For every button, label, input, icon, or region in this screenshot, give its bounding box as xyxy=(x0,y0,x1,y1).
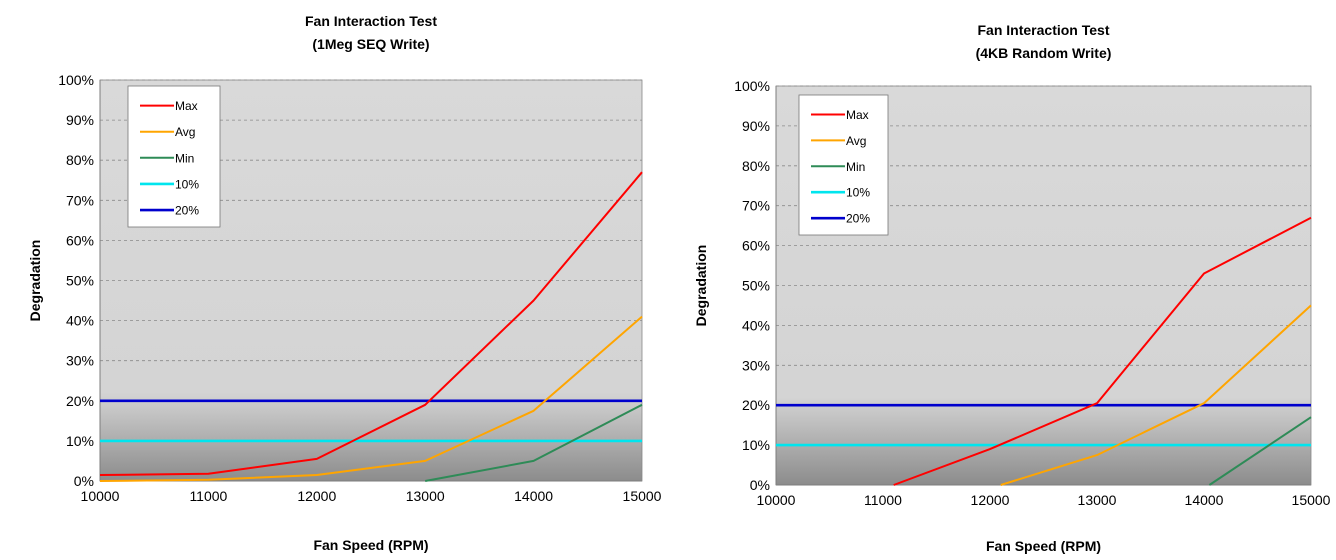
legend-label-max: Max xyxy=(846,108,869,122)
y-tick-label: 100% xyxy=(58,72,94,88)
y-tick-label: 0% xyxy=(750,477,770,493)
x-tick-label: 13000 xyxy=(1078,492,1117,508)
y-tick-label: 10% xyxy=(66,433,94,449)
series-line-avg xyxy=(1000,304,1312,486)
y-tick-label: 50% xyxy=(66,273,94,289)
y-axis-title: Degradation xyxy=(27,240,43,322)
series-line-max xyxy=(893,216,1312,486)
legend-label-avg: Avg xyxy=(846,134,866,148)
x-tick-label: 15000 xyxy=(1292,492,1331,508)
x-axis-title: Fan Speed (RPM) xyxy=(986,538,1101,554)
y-tick-label: 30% xyxy=(742,357,770,373)
chart-subtitle: (4KB Random Write) xyxy=(976,45,1112,61)
legend-label-10pct: 10% xyxy=(846,186,870,200)
legend-box xyxy=(127,85,221,228)
y-tick-label: 60% xyxy=(742,238,770,254)
y-tick-label: 90% xyxy=(742,118,770,134)
y-tick-label: 60% xyxy=(66,232,94,248)
x-tick-label: 12000 xyxy=(971,492,1010,508)
y-tick-label: 20% xyxy=(742,397,770,413)
plot-border xyxy=(775,85,1312,486)
x-tick-label: 15000 xyxy=(623,488,662,504)
series-line-min xyxy=(425,403,643,482)
x-axis-title: Fan Speed (RPM) xyxy=(313,537,428,553)
y-tick-label: 80% xyxy=(66,152,94,168)
x-tick-label: 12000 xyxy=(297,488,336,504)
legend-label-max: Max xyxy=(175,99,198,113)
legend-label-20pct: 20% xyxy=(175,204,199,218)
y-tick-label: 90% xyxy=(66,112,94,128)
chart-title: Fan Interaction Test xyxy=(978,22,1110,38)
x-tick-label: 14000 xyxy=(1185,492,1224,508)
legend-label-min: Min xyxy=(846,160,865,174)
x-tick-label: 14000 xyxy=(514,488,553,504)
chart-title: Fan Interaction Test xyxy=(305,13,437,29)
x-tick-label: 10000 xyxy=(81,488,120,504)
y-tick-label: 80% xyxy=(742,158,770,174)
chart-1m-seq-write: 0% 10% 20% 30% 40% 50% 60% 70% 80% 90% 100% 10000 11… xyxy=(0,0,668,555)
y-tick-label: 40% xyxy=(742,317,770,333)
x-tick-label: 11000 xyxy=(864,492,902,508)
legend-label-10pct: 10% xyxy=(175,177,199,191)
y-tick-label: 10% xyxy=(742,437,770,453)
series-line-max xyxy=(99,171,643,476)
y-tick-label: 40% xyxy=(66,313,94,329)
y-tick-label: 0% xyxy=(74,473,94,489)
y-tick-label: 70% xyxy=(742,198,770,214)
chart-4kb-random-write: 0% 10% 20% 30% 40% 50% 60% 70% 80% 90% 100% 10000 11… xyxy=(668,0,1336,555)
legend-label-20pct: 20% xyxy=(846,212,870,226)
chart-subtitle: (1Meg SEQ Write) xyxy=(312,36,429,52)
plot-border xyxy=(99,79,643,482)
y-axis-title: Degradation xyxy=(693,245,709,327)
y-tick-label: 20% xyxy=(66,393,94,409)
series-line-min xyxy=(1208,416,1312,486)
legend-box xyxy=(798,94,889,236)
x-tick-label: 10000 xyxy=(757,492,796,508)
x-tick-label: 11000 xyxy=(189,488,227,504)
legend-label-min: Min xyxy=(175,151,194,165)
y-tick-label: 100% xyxy=(734,78,770,94)
chart-svg: 0% 10% 20% 30% 40% 50% 60% 70% 80% 90% 100% 10000 11… xyxy=(27,13,662,553)
y-tick-label: 70% xyxy=(66,192,94,208)
x-tick-label: 13000 xyxy=(406,488,445,504)
y-tick-label: 30% xyxy=(66,353,94,369)
series-line-avg xyxy=(99,315,643,482)
chart-svg: 0% 10% 20% 30% 40% 50% 60% 70% 80% 90% 100% 10000 11… xyxy=(693,22,1331,554)
legend-label-avg: Avg xyxy=(175,125,195,139)
y-tick-label: 50% xyxy=(742,278,770,294)
